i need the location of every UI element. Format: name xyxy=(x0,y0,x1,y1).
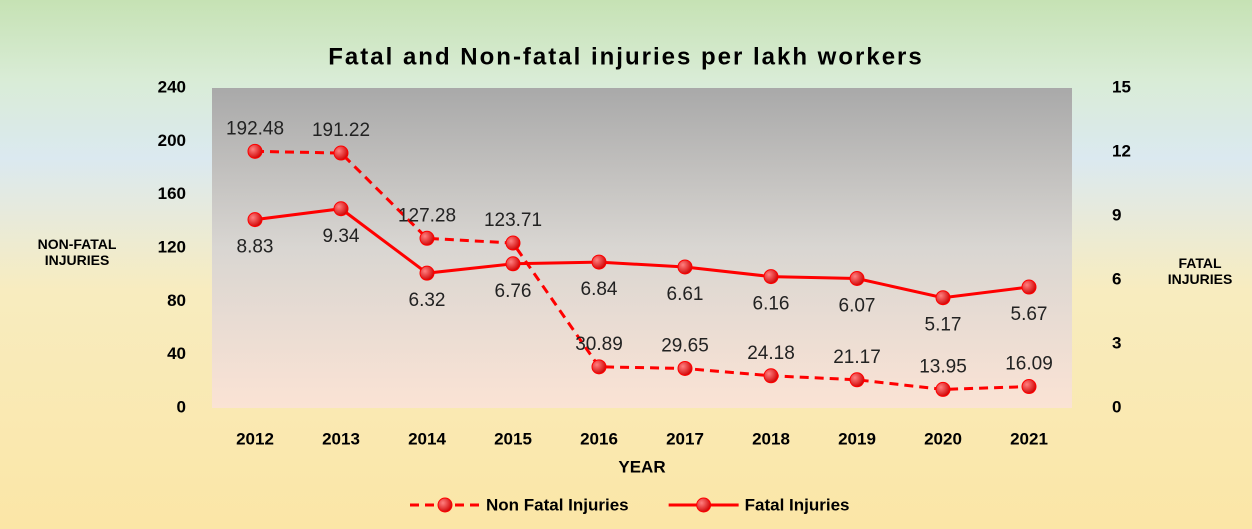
data-label: 6.16 xyxy=(753,294,790,315)
x-tick-label: 2013 xyxy=(322,429,360,448)
x-tick-label: 2014 xyxy=(408,429,446,448)
data-point xyxy=(935,290,951,306)
y2-tick-label: 3 xyxy=(1112,333,1121,352)
data-label: 6.76 xyxy=(495,281,532,302)
data-point xyxy=(849,372,865,388)
data-label: 191.22 xyxy=(312,120,370,141)
x-tick-label: 2021 xyxy=(1010,429,1048,448)
data-label: 6.07 xyxy=(839,296,876,317)
y-tick-label: 0 xyxy=(177,397,186,416)
legend-label: Non Fatal Injuries xyxy=(486,495,629,514)
data-label: 6.84 xyxy=(581,279,618,300)
y-axis-title: NON-FATAL INJURIES xyxy=(37,236,117,268)
plot-area xyxy=(212,88,1072,408)
y2-axis-title: FATAL INJURIES xyxy=(1167,255,1233,287)
series-line xyxy=(254,207,1030,300)
y-tick-label: 40 xyxy=(167,344,186,363)
y2-tick-label: 15 xyxy=(1112,77,1131,96)
data-label: 29.65 xyxy=(661,335,709,356)
data-label: 6.32 xyxy=(409,290,446,311)
x-tick-label: 2019 xyxy=(838,429,876,448)
x-tick-label: 2015 xyxy=(494,429,532,448)
data-label: 21.17 xyxy=(833,347,881,368)
data-point xyxy=(763,269,779,285)
data-point xyxy=(247,212,263,228)
data-label: 30.89 xyxy=(575,334,623,355)
data-point xyxy=(1021,379,1037,395)
data-point xyxy=(849,271,865,287)
y2-tick-label: 12 xyxy=(1112,141,1131,160)
data-label: 13.95 xyxy=(919,356,967,377)
data-point xyxy=(333,201,349,217)
data-point xyxy=(505,235,521,251)
data-point xyxy=(935,381,951,397)
data-label: 24.18 xyxy=(747,343,795,364)
data-label: 9.34 xyxy=(323,226,360,247)
data-point xyxy=(677,259,693,275)
data-label: 16.09 xyxy=(1005,354,1053,375)
data-point xyxy=(419,265,435,281)
data-point xyxy=(1021,279,1037,295)
data-point xyxy=(247,143,263,159)
data-label: 192.48 xyxy=(226,118,284,139)
y-tick-label: 160 xyxy=(158,184,186,203)
legend-marker xyxy=(437,497,453,513)
data-label: 5.67 xyxy=(1011,304,1048,325)
data-label: 8.83 xyxy=(237,237,274,258)
chart-title: Fatal and Non-fatal injuries per lakh wo… xyxy=(328,43,923,70)
legend-label: Fatal Injuries xyxy=(745,495,850,514)
y-tick-label: 120 xyxy=(158,237,186,256)
data-point xyxy=(677,360,693,376)
x-tick-label: 2017 xyxy=(666,429,704,448)
data-label: 5.17 xyxy=(925,315,962,336)
y2-tick-label: 9 xyxy=(1112,205,1121,224)
legend-marker xyxy=(696,497,712,513)
data-point xyxy=(419,230,435,246)
series-line xyxy=(254,149,1030,391)
data-label: 127.28 xyxy=(398,205,456,226)
x-axis-title: YEAR xyxy=(618,457,665,476)
x-tick-label: 2020 xyxy=(924,429,962,448)
data-point xyxy=(763,368,779,384)
data-label: 123.71 xyxy=(484,210,542,231)
y-tick-label: 80 xyxy=(167,291,186,310)
y-tick-label: 200 xyxy=(158,131,186,150)
y-tick-label: 240 xyxy=(158,77,186,96)
data-point xyxy=(333,145,349,161)
data-label: 6.61 xyxy=(667,284,704,305)
y2-tick-label: 6 xyxy=(1112,269,1121,288)
y2-tick-label: 0 xyxy=(1112,397,1121,416)
data-point xyxy=(505,256,521,272)
x-tick-label: 2018 xyxy=(752,429,790,448)
x-tick-label: 2012 xyxy=(236,429,274,448)
x-tick-label: 2016 xyxy=(580,429,618,448)
data-point xyxy=(591,359,607,375)
data-point xyxy=(591,254,607,270)
